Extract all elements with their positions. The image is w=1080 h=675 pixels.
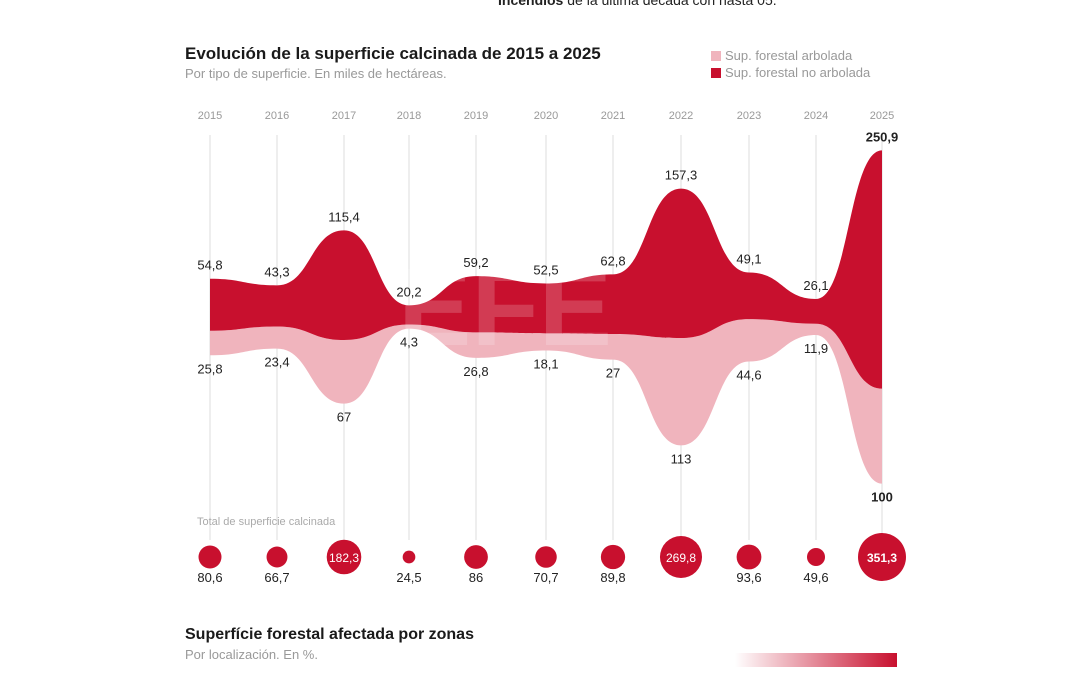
- total-label: 269,8: [666, 551, 696, 565]
- label-arbolada: 44,6: [736, 368, 761, 383]
- label-arbolada: 27: [606, 366, 620, 381]
- chart-title: Evolución de la superficie calcinada de …: [185, 44, 601, 63]
- label-no-arbolada: 52,5: [533, 262, 558, 277]
- legend-swatch: [711, 67, 721, 78]
- total-label: 351,3: [867, 551, 897, 565]
- label-no-arbolada: 157,3: [665, 168, 698, 183]
- total-bubble: [736, 544, 762, 570]
- year-label: 2020: [534, 110, 558, 122]
- total-bubble: [600, 544, 626, 570]
- label-arbolada: 67: [337, 410, 351, 425]
- label-no-arbolada: 54,8: [197, 258, 222, 273]
- legend-item-no-arbolada: Sup. forestal no arbolada: [711, 65, 870, 80]
- total-bubble: [464, 545, 488, 569]
- watermark-logo: EFE: [398, 246, 612, 369]
- color-scale-legend: [735, 653, 897, 667]
- year-label: 2022: [669, 110, 693, 122]
- total-bubble: [402, 550, 416, 564]
- total-label: 24,5: [396, 570, 421, 585]
- label-arbolada: 26,8: [463, 364, 488, 379]
- total-bubble: [858, 533, 906, 581]
- total-bubble: [659, 535, 703, 579]
- total-label: 66,7: [264, 570, 289, 585]
- label-arbolada: 100: [871, 490, 893, 505]
- label-arbolada: 11,9: [804, 341, 828, 356]
- year-label: 2021: [601, 110, 625, 122]
- total-bubble: [266, 546, 288, 568]
- section2-subtitle: Por localización. En %.: [185, 647, 318, 662]
- label-no-arbolada: 115,4: [328, 209, 360, 224]
- year-label: 2023: [737, 110, 761, 122]
- total-label: 80,6: [197, 570, 222, 585]
- label-no-arbolada: 62,8: [600, 253, 625, 268]
- year-label: 2024: [804, 110, 828, 122]
- legend-swatch: [711, 50, 721, 61]
- total-bubble: [535, 546, 557, 568]
- legend-item-arbolada: Sup. forestal arbolada: [711, 48, 852, 63]
- label-no-arbolada: 26,1: [803, 278, 828, 293]
- label-arbolada: 113: [671, 451, 692, 466]
- total-label: 93,6: [736, 570, 761, 585]
- total-label: 89,8: [600, 570, 625, 585]
- year-label: 2025: [870, 110, 894, 122]
- totals-label: Total de superficie calcinada: [197, 516, 336, 528]
- label-arbolada: 4,3: [400, 335, 418, 350]
- total-label: 86: [469, 570, 483, 585]
- chart-subtitle: Por tipo de superficie. En miles de hect…: [185, 66, 447, 81]
- year-label: 2017: [332, 110, 356, 122]
- label-arbolada: 23,4: [264, 355, 289, 370]
- year-label: 2016: [265, 110, 289, 122]
- year-label: 2018: [397, 110, 421, 122]
- label-arbolada: 25,8: [197, 361, 222, 376]
- label-no-arbolada: 49,1: [736, 251, 761, 266]
- label-arbolada: 18,1: [533, 357, 558, 372]
- year-label: 2019: [464, 110, 488, 122]
- total-label: 182,3: [329, 551, 359, 565]
- total-label: 49,6: [803, 570, 828, 585]
- area-no-arbolada: [210, 150, 882, 389]
- top-note: Incendios de la última década con hasta …: [498, 0, 777, 8]
- total-bubble: [198, 545, 222, 569]
- label-no-arbolada: 43,3: [264, 264, 289, 279]
- streamgraph-chart: 2015 2016 2017 2018 2019 2020 2021 2022 2023 2024…: [197, 110, 906, 585]
- total-bubble: [806, 547, 826, 567]
- label-no-arbolada: 20,2: [396, 284, 421, 299]
- total-bubble: [326, 539, 362, 575]
- total-label: 70,7: [533, 570, 558, 585]
- label-no-arbolada: 59,2: [463, 255, 488, 270]
- label-no-arbolada: 250,9: [866, 129, 899, 144]
- year-label: 2015: [198, 110, 222, 122]
- section2-title: Superfície forestal afectada por zonas: [185, 626, 474, 643]
- area-arbolada: [210, 319, 882, 484]
